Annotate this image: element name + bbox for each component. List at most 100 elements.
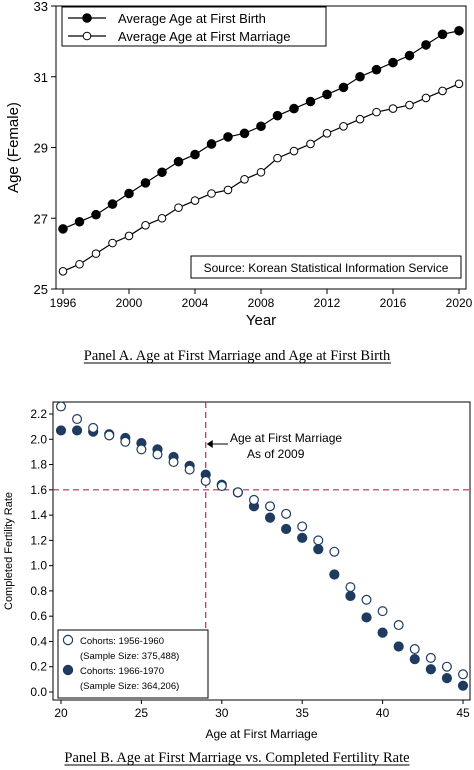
panel-b-point-1956-1960 (232, 487, 243, 498)
panel-b-point-1966-1970 (55, 425, 67, 436)
panel-b-point-1956-1960 (55, 401, 66, 412)
panel-b-point-1966-1970 (313, 544, 324, 555)
panel-b-point-1956-1960 (281, 508, 292, 519)
panel-b-y-tick-label: 0.2 (30, 660, 47, 674)
panel-a-birth-point (338, 82, 349, 93)
panel-b-y-tick-label: 2.0 (30, 432, 47, 446)
panel-a-marriage-point (372, 107, 381, 117)
panel-a-marriage-point (306, 139, 315, 149)
panel-b-point-1966-1970 (441, 673, 453, 684)
panel-b-point-1966-1970 (297, 532, 308, 543)
panel-b-y-axis-label: Completed Fertility Rate (3, 492, 15, 610)
panel-a-birth-point (289, 103, 299, 114)
panel-b-point-1956-1960 (72, 414, 83, 425)
panel-b-x-tick-label: 35 (296, 706, 310, 720)
panel-b-legend-sample: (Sample Size: 375,488) (80, 651, 179, 662)
panel-b-y-tick-label: 0.0 (30, 685, 47, 699)
panel-a-x-tick-label: 2000 (116, 296, 143, 310)
panel-a-x-tick-label: 2020 (446, 296, 473, 310)
panel-b-point-1956-1960 (361, 594, 372, 605)
panel-a-birth-point (74, 216, 85, 227)
panel-a-birth-point (107, 199, 118, 209)
panel-b-plot-frame (52, 401, 471, 701)
panel-b-point-1956-1960 (377, 606, 388, 617)
panel-b-point-1956-1960 (425, 652, 436, 663)
panel-b-point-1956-1960 (313, 535, 324, 546)
panel-a-marriage-point (207, 189, 216, 198)
panel-a-marriage-point (405, 100, 414, 110)
panel-a-birth-point (404, 50, 415, 61)
panel-a-birth-point (371, 64, 382, 75)
panel-b-y-tick-label: 1.6 (30, 483, 47, 497)
panel-b-y-tick-label: 1.0 (30, 559, 47, 573)
panel-b-point-1966-1970 (281, 523, 292, 535)
panel-b-point-1966-1970 (361, 612, 372, 623)
panel-a-birth-point (437, 29, 448, 40)
panel-a-legend-label: Average Age at First Marriage (118, 29, 290, 44)
panel-a-y-tick-label: 31 (34, 70, 48, 85)
panel-b-point-1956-1960 (216, 481, 227, 492)
panel-b-point-1966-1970 (264, 512, 276, 523)
panel-a-birth-point (322, 89, 332, 100)
panel-a-x-tick-label: 2016 (380, 296, 407, 310)
panel-b-point-1956-1960 (184, 464, 195, 475)
panel-b-annotation-line1: Age at First Marriage (230, 431, 342, 445)
panel-a-caption: Panel A. Age at First Marriage and Age a… (84, 348, 391, 364)
panel-b-annotation-arrowhead (206, 440, 213, 448)
panel-b-point-1956-1960 (248, 494, 259, 505)
panel-b-point-1956-1960 (441, 661, 452, 672)
panel-b-point-1956-1960 (409, 644, 420, 655)
panel-a-source-box (190, 255, 462, 279)
panel-a-y-tick-label: 29 (34, 141, 48, 156)
panel-b-y-tick-label: 0.4 (30, 634, 47, 648)
panel-b-point-1966-1970 (377, 627, 388, 638)
panel-b-point-1956-1960 (345, 582, 356, 593)
panel-b-y-tick-label: 0.8 (30, 584, 47, 598)
panel-a-marriage-point (322, 129, 332, 138)
panel-a-birth-point (124, 188, 134, 199)
panel-a-legend-marker (82, 13, 92, 23)
panel-a-birth-point (272, 110, 283, 121)
panel-a-marriage-point (339, 121, 348, 131)
panel-b-annotation-line2: As of 2009 (247, 447, 305, 461)
panel-b-point-1966-1970 (393, 641, 404, 652)
panel-b-point-1956-1960 (458, 669, 469, 680)
panel-a-marriage-point (273, 153, 282, 163)
panel-a-legend (61, 6, 327, 47)
panel-a-birth-point (223, 132, 233, 142)
panel-a-x-tick-label: 2012 (314, 296, 341, 310)
panel-a-birth-point (190, 149, 200, 160)
panel-a-birth-point (256, 121, 266, 132)
panel-a-marriage-point (190, 196, 200, 205)
panel-b-y-tick-label: 2.2 (30, 407, 47, 421)
panel-a-birth-point (91, 209, 101, 220)
panel-a-y-tick-label: 27 (34, 211, 48, 226)
panel-a-marriage-point (174, 203, 183, 212)
panel-a-x-tick-label: 2004 (182, 296, 209, 310)
panel-b-point-1966-1970 (409, 654, 420, 665)
panel-a-marriage-point (240, 175, 249, 184)
panel-a-marriage-point (75, 259, 84, 269)
panel-b-legend-label: Cohorts: 1966-1970 (80, 666, 164, 677)
panel-b-legend-marker (62, 664, 74, 676)
panel-a-marriage-point (256, 167, 266, 177)
panel-b-y-tick-label: 1.4 (30, 508, 47, 522)
panel-b-caption: Panel B. Age at First Marriage vs. Compl… (64, 750, 409, 766)
panel-a-source-note: Source: Korean Statistical Information S… (204, 261, 449, 275)
panel-b-point-1956-1960 (104, 430, 115, 441)
panel-b-x-tick-label: 45 (456, 706, 470, 720)
panel-a-birth-point (239, 128, 250, 139)
panel-b-y-tick-label: 1.2 (30, 533, 47, 547)
panel-a-birth-point (157, 167, 167, 178)
panel-a-birth-point (421, 40, 431, 50)
panel-a-x-axis-label: Year (246, 312, 276, 329)
panel-a-y-tick-label: 33 (34, 0, 48, 14)
panel-a-birth-point (305, 96, 316, 107)
panel-b-point-1966-1970 (425, 664, 436, 675)
panel-b-x-axis-label: Age at First Marriage (205, 727, 317, 741)
panel-b-point-1966-1970 (457, 680, 469, 691)
panel-b-point-1956-1960 (200, 475, 211, 486)
panel-a-marriage-point (157, 213, 167, 223)
panel-a-marriage-point (141, 221, 150, 230)
